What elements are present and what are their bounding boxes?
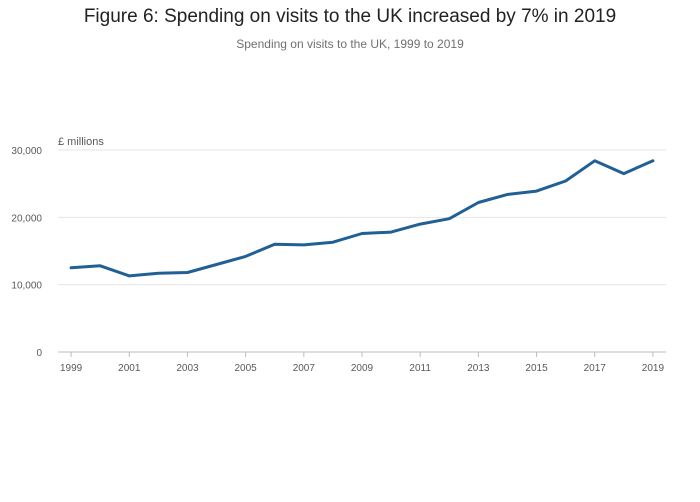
data-point bbox=[157, 272, 160, 275]
y-axis-unit-label: £ millions bbox=[58, 136, 104, 148]
data-point bbox=[506, 193, 509, 196]
axes: 0 10,000 20,000 30,000 1999 2001 2003 2005 2007 2… bbox=[11, 146, 666, 374]
y-tick-label: 30,000 bbox=[11, 146, 42, 157]
x-tick-label: 2017 bbox=[584, 363, 607, 374]
data-point bbox=[215, 263, 218, 266]
gridlines bbox=[58, 149, 666, 286]
x-tick-label: 2005 bbox=[235, 363, 258, 374]
data-point bbox=[564, 179, 567, 182]
data-point bbox=[331, 241, 334, 244]
y-tick-label: 10,000 bbox=[11, 281, 42, 292]
data-point bbox=[361, 232, 364, 235]
data-point bbox=[419, 223, 422, 226]
x-tick-label: 2001 bbox=[118, 363, 141, 374]
x-tick-label: 2013 bbox=[467, 363, 490, 374]
data-point bbox=[273, 243, 276, 246]
data-point bbox=[244, 255, 247, 258]
data-point bbox=[477, 201, 480, 204]
x-tick-label: 2015 bbox=[525, 363, 548, 374]
chart-title: Figure 6: Spending on visits to the UK i… bbox=[83, 6, 617, 27]
data-point bbox=[622, 172, 625, 175]
x-tick-label: 2007 bbox=[293, 363, 316, 374]
data-point bbox=[128, 274, 131, 277]
data-point bbox=[70, 266, 73, 269]
x-tick-label: 2011 bbox=[409, 363, 431, 374]
series bbox=[69, 159, 655, 278]
data-point bbox=[448, 217, 451, 220]
data-point bbox=[99, 264, 102, 267]
y-tick-label: 20,000 bbox=[11, 213, 42, 224]
data-point bbox=[186, 271, 189, 274]
series-line bbox=[69, 159, 655, 278]
x-tick-label: 1999 bbox=[60, 363, 83, 374]
x-tick-label: 2019 bbox=[642, 363, 665, 374]
y-tick-label: 0 bbox=[36, 348, 42, 359]
data-point bbox=[390, 231, 393, 234]
data-point bbox=[302, 243, 305, 246]
data-point bbox=[651, 159, 654, 162]
chart-subtitle: Spending on visits to the UK, 1999 to 20… bbox=[236, 37, 464, 51]
data-point bbox=[593, 159, 596, 162]
x-tick-label: 2003 bbox=[176, 363, 199, 374]
x-tick-label: 2009 bbox=[351, 363, 374, 374]
data-point bbox=[535, 190, 538, 193]
